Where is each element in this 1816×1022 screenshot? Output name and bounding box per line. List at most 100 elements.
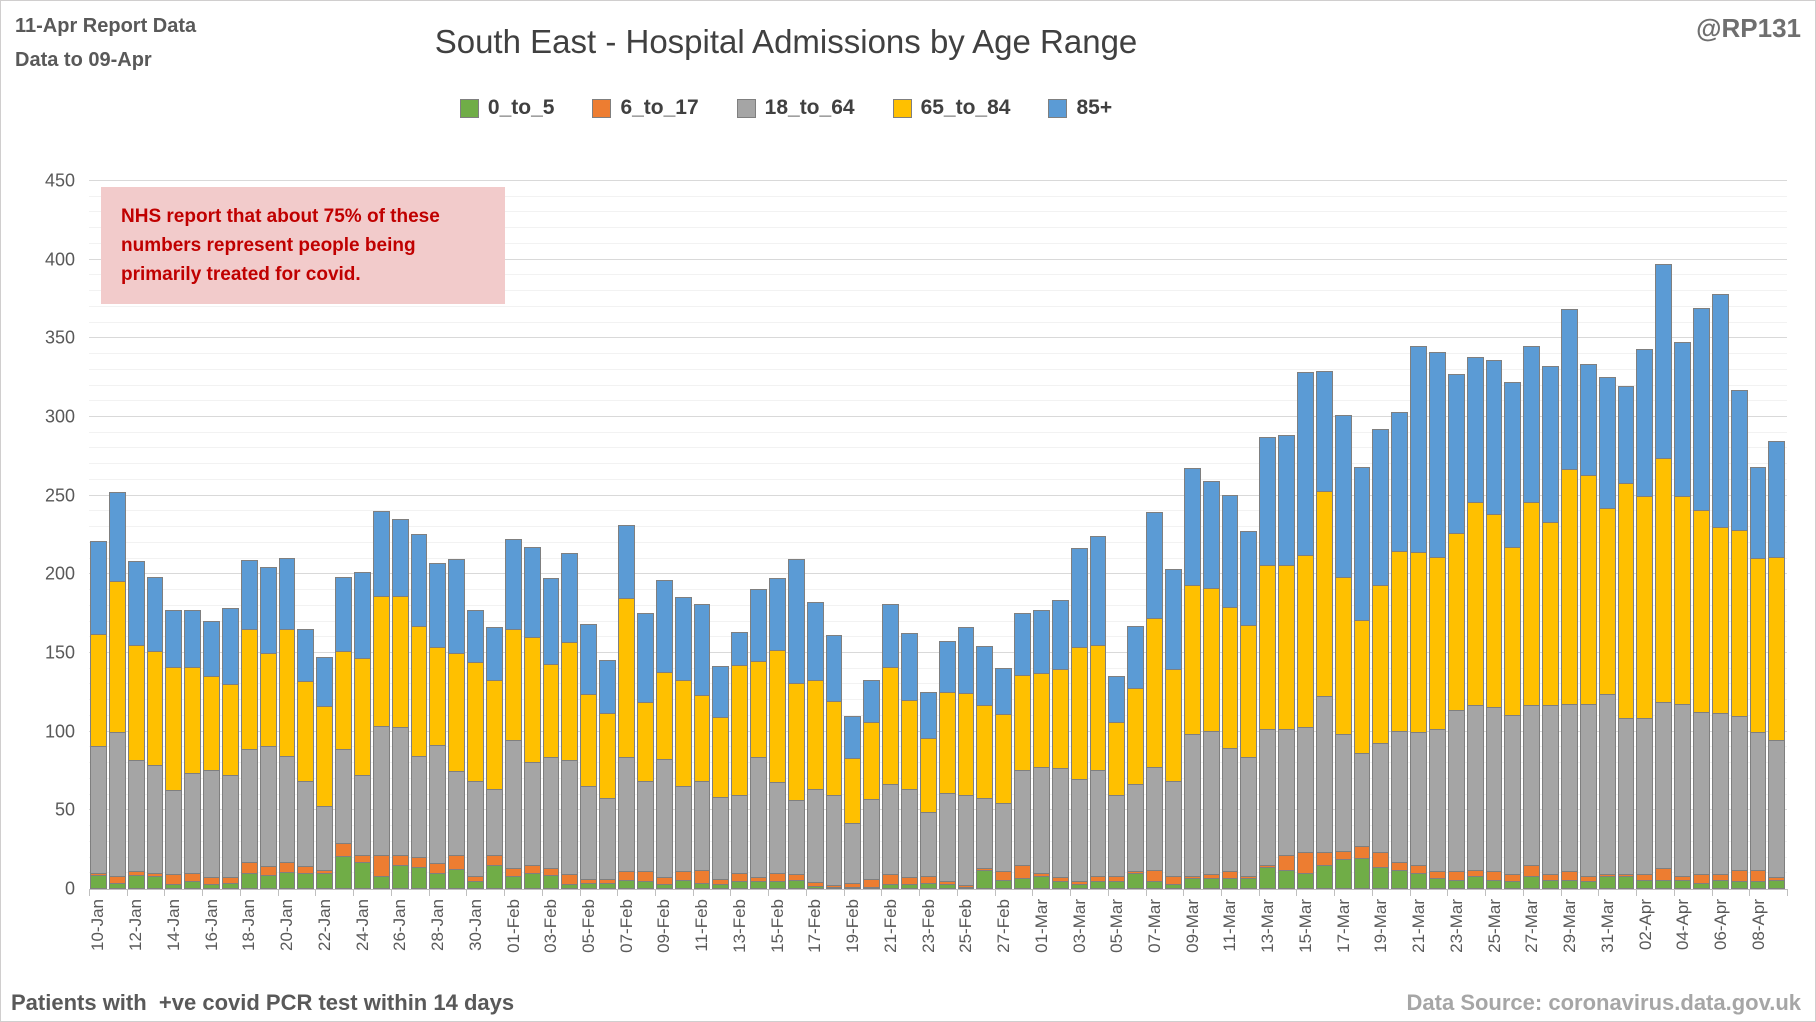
bar-segment-85+ [768, 578, 786, 651]
gridline-140 [89, 667, 1787, 669]
bar-segment-85+ [486, 627, 503, 681]
bar-segment-0_to_5 [844, 887, 862, 889]
bar-segment-18_to_64 [335, 749, 353, 844]
bar-segment-18_to_64 [1485, 706, 1503, 873]
bar-segment-65_to_84 [335, 651, 353, 751]
bar-segment-85+ [655, 579, 673, 673]
bar-segment-6_to_17 [1315, 852, 1333, 867]
bar-segment-85+ [1202, 480, 1220, 590]
bar-segment-18_to_64 [504, 739, 522, 869]
x-axis-label: 17-Feb [805, 899, 825, 953]
report-info-line2: Data to 09-Apr [15, 49, 152, 71]
bar-segment-18_to_64 [222, 774, 239, 879]
x-axis-tick [1673, 889, 1675, 896]
bar-03-Feb [542, 181, 561, 889]
legend-swatch [892, 98, 912, 118]
bar-segment-65_to_84 [240, 629, 258, 751]
gridline-30 [89, 840, 1787, 842]
bar-segment-0_to_5 [636, 881, 654, 889]
bar-28-Jan [428, 181, 447, 889]
bar-segment-18_to_64 [787, 799, 805, 876]
bar-segment-0_to_5 [882, 884, 899, 889]
bar-01-Mar [1032, 181, 1051, 889]
y-axis-label: 250 [44, 485, 75, 506]
bar-19-Feb [843, 181, 862, 889]
x-axis-label: 26-Jan [390, 899, 410, 951]
x-axis-label: 10-Jan [88, 899, 108, 951]
report-info-line1: 11-Apr Report Data [15, 15, 197, 37]
bar-segment-85+ [1334, 414, 1352, 579]
gridline-320 [89, 384, 1787, 386]
title-wrap: South East - Hospital Admissions by Age … [1, 23, 1571, 61]
bar-segment-0_to_5 [1315, 865, 1333, 889]
bar-segment-85+ [165, 609, 183, 669]
bar-segment-85+ [1674, 342, 1692, 497]
bar-segment-0_to_5 [523, 873, 541, 889]
x-axis-label: 07-Mar [1144, 899, 1164, 953]
gridline-50 [89, 809, 1787, 811]
bar-segment-0_to_5 [957, 887, 975, 889]
bar-segment-65_to_84 [1070, 646, 1088, 781]
gridline-260 [89, 478, 1787, 480]
y-axis-label: 0 [64, 878, 75, 899]
bar-23-Feb [919, 181, 938, 889]
bar-segment-0_to_5 [1598, 876, 1616, 889]
bar-segment-18_to_64 [806, 788, 824, 884]
bar-24-Feb [938, 181, 957, 889]
x-axis-label: 05-Mar [1107, 899, 1127, 953]
bar-segment-65_to_84 [1014, 674, 1031, 771]
bar-segment-65_to_84 [297, 681, 315, 782]
bar-segment-18_to_64 [1183, 733, 1201, 877]
bar-segment-18_to_64 [655, 758, 673, 879]
bar-segment-85+ [1240, 531, 1258, 626]
bar-segment-65_to_84 [108, 580, 126, 734]
bar-segment-0_to_5 [825, 887, 843, 889]
bar-segment-85+ [580, 624, 598, 695]
bar-segment-85+ [1730, 389, 1748, 532]
bar-segment-0_to_5 [1070, 884, 1088, 889]
bar-16-Feb [787, 181, 806, 889]
bar-segment-18_to_64 [1693, 711, 1710, 876]
bar-segment-85+ [297, 628, 315, 683]
x-axis-label: 16-Jan [201, 899, 221, 951]
bar-segment-18_to_64 [90, 746, 107, 874]
bar-segment-85+ [146, 576, 164, 653]
bar-segment-85+ [1070, 548, 1088, 648]
bar-10-Jan [89, 181, 108, 889]
annotation-box: NHS report that about 75% of these numbe… [101, 187, 505, 304]
bars-layer [89, 181, 1787, 889]
bar-11-Feb [693, 181, 712, 889]
bar-segment-65_to_84 [1711, 527, 1729, 715]
bar-segment-18_to_64 [1617, 717, 1635, 876]
bar-segment-85+ [919, 691, 937, 739]
gridline-160 [89, 636, 1787, 638]
bar-segment-65_to_84 [1146, 618, 1163, 768]
bar-segment-85+ [1485, 359, 1503, 516]
gridline-360 [89, 321, 1787, 323]
bar-segment-18_to_64 [1372, 743, 1390, 854]
bar-11-Jan [108, 181, 127, 889]
bar-segment-18_to_64 [1278, 728, 1295, 857]
bar-segment-18_to_64 [618, 757, 635, 873]
bar-segment-0_to_5 [1768, 879, 1786, 889]
bar-08-Mar [1164, 181, 1183, 889]
bar-segment-85+ [467, 609, 485, 664]
bar-03-Apr [1654, 181, 1673, 889]
bar-segment-6_to_17 [693, 869, 711, 884]
bar-segment-18_to_64 [1655, 702, 1673, 869]
bar-segment-18_to_64 [1315, 695, 1333, 854]
bar-27-Feb [994, 181, 1013, 889]
bar-segment-18_to_64 [1014, 769, 1031, 866]
bar-24-Mar [1466, 181, 1485, 889]
bar-segment-18_to_64 [1353, 752, 1371, 847]
y-axis-labels: 0 50 100 150 200 250 300 350 400 450 [1, 171, 75, 899]
x-axis-labels: 10-Jan 12-Jan 14-Jan 16-Jan 18-Jan 20-Jan 22-J… [88, 899, 1787, 977]
bar-segment-0_to_5 [618, 879, 635, 889]
x-axis-tick [277, 889, 279, 896]
x-axis-label: 03-Mar [1069, 899, 1089, 953]
x-axis-tick [1032, 889, 1034, 896]
bar-28-Feb [1013, 181, 1032, 889]
bar-segment-0_to_5 [806, 885, 824, 889]
bar-segment-85+ [1278, 435, 1295, 566]
